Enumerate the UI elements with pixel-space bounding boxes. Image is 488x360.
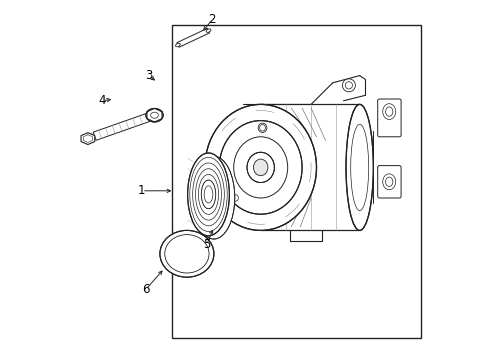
Ellipse shape <box>382 174 395 190</box>
Ellipse shape <box>258 123 266 132</box>
FancyBboxPatch shape <box>377 99 400 137</box>
Text: 4: 4 <box>99 94 106 107</box>
Text: 2: 2 <box>208 13 215 26</box>
Ellipse shape <box>346 104 373 230</box>
Ellipse shape <box>204 104 316 230</box>
Ellipse shape <box>219 121 302 214</box>
Ellipse shape <box>382 104 395 120</box>
Polygon shape <box>177 28 209 47</box>
Ellipse shape <box>253 159 267 176</box>
Ellipse shape <box>193 156 234 239</box>
Polygon shape <box>81 133 95 144</box>
Ellipse shape <box>187 153 229 236</box>
Polygon shape <box>260 104 359 230</box>
Polygon shape <box>93 112 152 140</box>
Ellipse shape <box>145 108 163 122</box>
Ellipse shape <box>160 230 213 277</box>
Ellipse shape <box>201 180 215 209</box>
Text: 5: 5 <box>203 238 210 251</box>
Text: 1: 1 <box>138 184 145 197</box>
Ellipse shape <box>206 29 210 32</box>
Ellipse shape <box>342 79 355 92</box>
Ellipse shape <box>246 152 274 183</box>
Bar <box>172 25 420 338</box>
Text: 6: 6 <box>142 283 149 296</box>
Ellipse shape <box>175 43 180 47</box>
Ellipse shape <box>232 195 238 201</box>
FancyBboxPatch shape <box>377 166 400 198</box>
Text: 3: 3 <box>145 69 152 82</box>
